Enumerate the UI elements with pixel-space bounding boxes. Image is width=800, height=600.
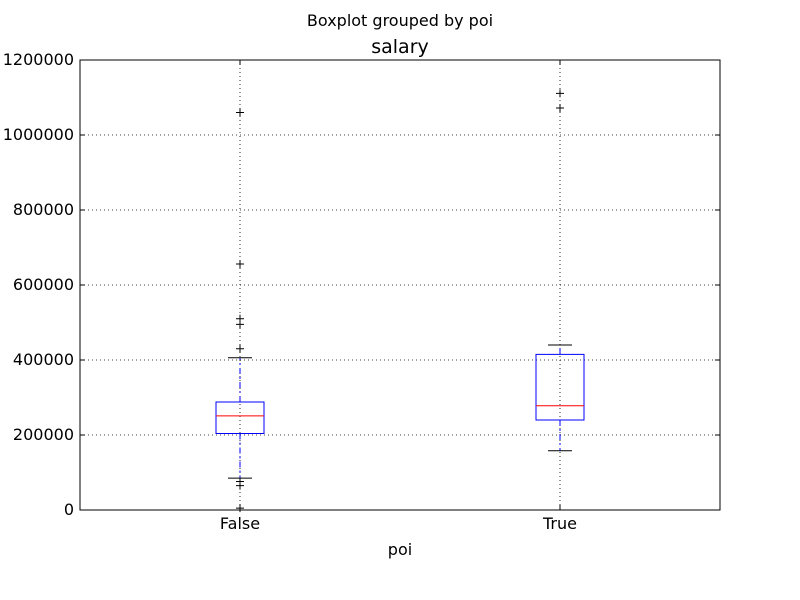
box-group-false bbox=[215, 108, 265, 513]
box-layer bbox=[215, 89, 585, 513]
x-tick-label: True bbox=[542, 514, 577, 533]
box-iqr bbox=[535, 353, 585, 421]
box-iqr bbox=[215, 401, 265, 434]
y-tick-label: 600000 bbox=[13, 275, 74, 294]
figure-suptitle: Boxplot grouped by poi bbox=[307, 11, 493, 30]
box-group-true bbox=[535, 89, 585, 452]
x-tick-label: False bbox=[220, 514, 260, 533]
outlier-point bbox=[236, 108, 244, 117]
outlier-point bbox=[556, 104, 564, 112]
y-tick-label: 400000 bbox=[13, 350, 74, 369]
y-tick-label: 200000 bbox=[13, 425, 74, 444]
y-tick-label: 1000000 bbox=[3, 125, 74, 144]
outlier-point bbox=[236, 481, 244, 490]
x-axis-label: poi bbox=[388, 540, 412, 559]
y-tick-label: 1200000 bbox=[3, 50, 74, 69]
chart-title: salary bbox=[371, 36, 429, 58]
plot-frame bbox=[79, 59, 721, 511]
axis-ticks: 0 200000 400000 600000 800000 1000000 1200000 F… bbox=[3, 50, 720, 533]
outlier-point bbox=[556, 89, 564, 98]
outlier-point bbox=[236, 344, 244, 353]
y-tick-label: 0 bbox=[64, 500, 74, 519]
y-tick-label: 800000 bbox=[13, 200, 74, 219]
outlier-point bbox=[236, 260, 244, 268]
grid-lines bbox=[80, 59, 720, 511]
outlier-point bbox=[236, 320, 244, 329]
